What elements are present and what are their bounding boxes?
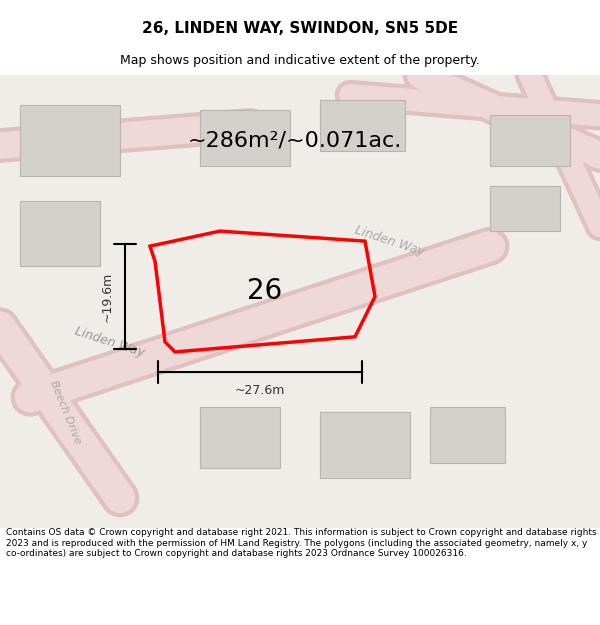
Text: Beech Drive: Beech Drive — [47, 379, 82, 446]
Bar — [490, 186, 560, 231]
Text: 26: 26 — [247, 278, 283, 306]
Bar — [20, 105, 120, 176]
Polygon shape — [0, 75, 600, 528]
Text: Contains OS data © Crown copyright and database right 2021. This information is : Contains OS data © Crown copyright and d… — [6, 528, 596, 558]
Text: Map shows position and indicative extent of the property.: Map shows position and indicative extent… — [120, 54, 480, 67]
Text: Linden Way: Linden Way — [73, 324, 146, 359]
Bar — [320, 100, 405, 151]
Bar — [200, 408, 280, 468]
Bar — [490, 115, 570, 166]
Text: Linden Way: Linden Way — [353, 224, 427, 259]
Text: ~19.6m: ~19.6m — [101, 271, 113, 322]
Bar — [320, 412, 410, 478]
Text: ~27.6m: ~27.6m — [235, 384, 285, 397]
Bar — [200, 110, 290, 166]
Bar — [430, 408, 505, 462]
Text: ~286m²/~0.071ac.: ~286m²/~0.071ac. — [188, 131, 402, 151]
Text: 26, LINDEN WAY, SWINDON, SN5 5DE: 26, LINDEN WAY, SWINDON, SN5 5DE — [142, 21, 458, 36]
Bar — [20, 201, 100, 266]
